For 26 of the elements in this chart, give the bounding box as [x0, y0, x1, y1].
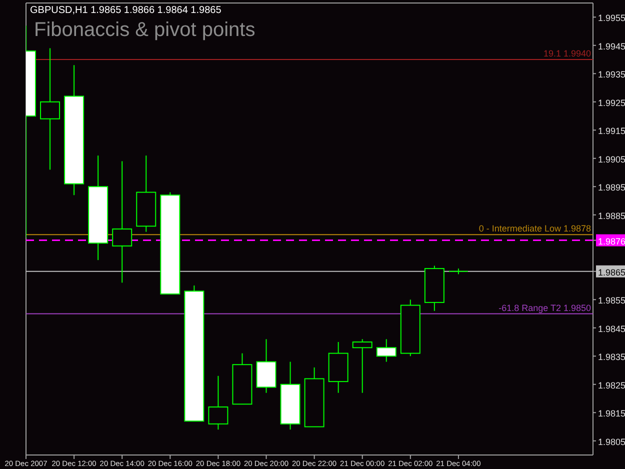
candlestick — [376, 338, 396, 362]
candlestick — [352, 338, 372, 394]
y-tick-label: 1.9825 — [598, 380, 625, 390]
y-tick-label: 1.9905 — [598, 154, 625, 164]
y-tick-label: 1.9805 — [598, 436, 625, 447]
y-tick-label: 1.9845 — [598, 324, 625, 334]
y-tick-label: 1.9945 — [598, 41, 625, 52]
candlestick — [40, 48, 60, 170]
y-tick-label: 1.9895 — [598, 182, 625, 193]
chart-subtitle: GBPUSD,H1 1.9865 1.9866 1.9864 1.9865 — [30, 5, 222, 16]
candlestick — [208, 375, 228, 430]
y-tick-label: 1.9855 — [598, 296, 625, 306]
candlestick — [112, 160, 132, 284]
y-tick-label: 1.9815 — [598, 408, 625, 419]
y-tick-label: 1.9935 — [598, 70, 625, 80]
y-tick-label: 1.9925 — [598, 98, 625, 108]
y-tick-label: 1.9876 — [598, 236, 625, 246]
text: Fibonaccis & pivot points — [34, 19, 256, 41]
y-tick-label: 1.9835 — [598, 352, 625, 362]
y-tick-label: 1.9915 — [598, 126, 625, 136]
y-tick-label: 1.9955 — [598, 13, 625, 24]
ref-line-label: 0 - Intermediate Low 1.9878 — [478, 224, 591, 234]
ref-line-label: -61.8 Range T2 1.9850 — [498, 302, 591, 313]
y-tick-label: 1.9885 — [598, 210, 625, 221]
ref-line-label: 19.1 1.9940 — [543, 48, 591, 58]
y-tick-label: 1.9865 — [598, 267, 625, 278]
